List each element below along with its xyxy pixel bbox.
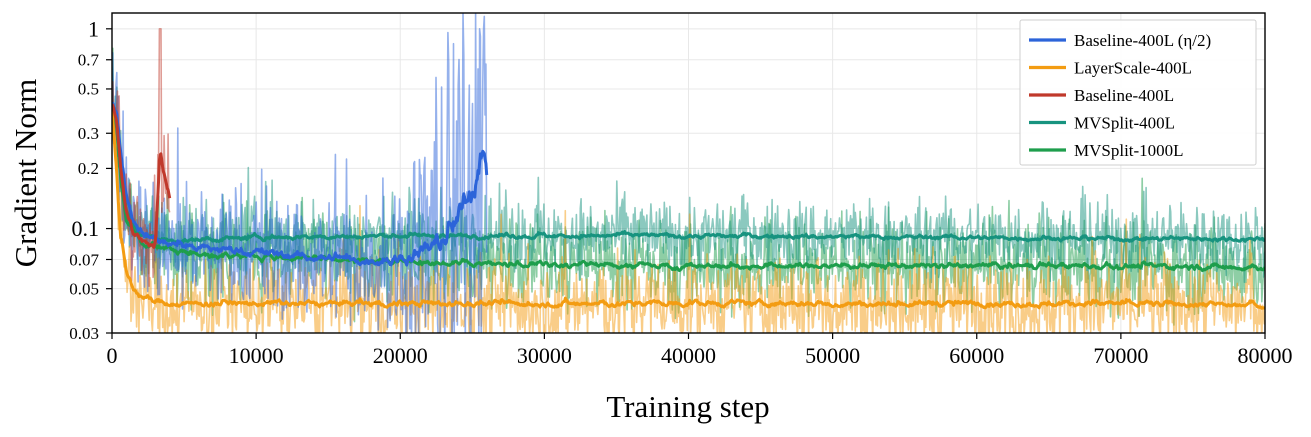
y-tick-label: 0.03 <box>69 324 99 343</box>
series-line <box>112 108 1265 310</box>
legend-label: Baseline-400L <box>1074 86 1174 105</box>
series-line <box>112 102 489 267</box>
x-tick-label: 30000 <box>517 343 572 368</box>
y-tick-label: 0.1 <box>72 216 100 241</box>
y-tick-label: 0.3 <box>78 124 99 143</box>
x-axis-title: Training step <box>606 389 769 424</box>
series-line <box>112 103 1265 245</box>
y-tick-label: 0.7 <box>78 51 100 70</box>
y-tick-label: 0.07 <box>69 250 99 269</box>
series-line <box>112 103 172 249</box>
legend-box <box>1019 19 1257 166</box>
y-tick-label: 0.2 <box>78 159 99 178</box>
legend-label: Baseline-400L (η/2) <box>1074 31 1211 50</box>
y-axis-ticks: 1 0.7 0.5 0.3 0.2 0.1 0.07 0.05 0.03 <box>69 16 112 343</box>
x-tick-label: 80000 <box>1238 343 1293 368</box>
legend-label: MVSplit-1000L <box>1074 141 1184 160</box>
y-tick-label: 0.05 <box>69 279 99 298</box>
series-noisy-trace <box>112 66 1265 287</box>
x-tick-label: 70000 <box>1093 343 1148 368</box>
smoothed-lines <box>112 102 1265 310</box>
legend: Baseline-400L (η/2) LayerScale-400L Baseli… <box>1019 19 1257 166</box>
legend-label: MVSplit-400L <box>1074 114 1175 133</box>
x-axis-ticks: 0 10000 20000 30000 40000 50000 60000 70000 8000… <box>107 333 1293 368</box>
y-axis-title: Gradient Norm <box>8 79 43 268</box>
x-tick-label: 0 <box>107 343 118 368</box>
x-tick-label: 60000 <box>949 343 1004 368</box>
x-tick-label: 20000 <box>373 343 428 368</box>
x-tick-label: 10000 <box>229 343 284 368</box>
x-tick-label: 40000 <box>661 343 716 368</box>
y-tick-label: 1 <box>88 16 99 41</box>
x-tick-label: 50000 <box>805 343 860 368</box>
legend-label: LayerScale-400L <box>1074 59 1192 78</box>
y-tick-label: 0.5 <box>78 80 99 99</box>
